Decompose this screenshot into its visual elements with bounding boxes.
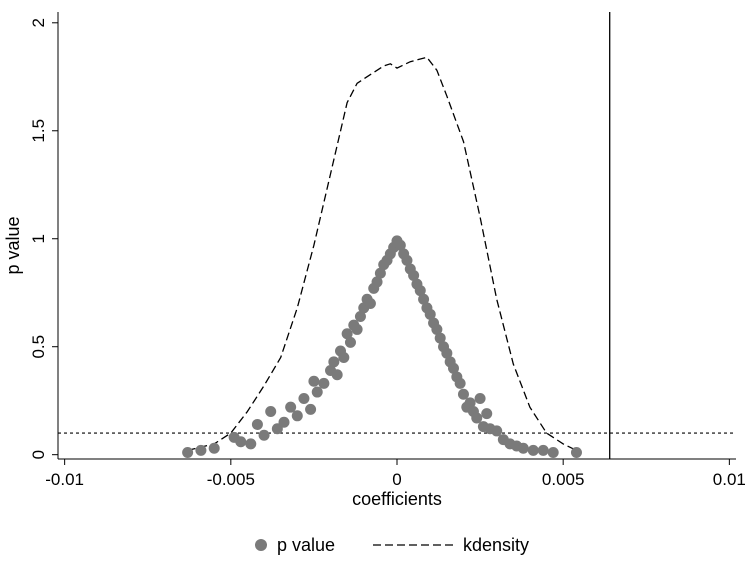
scatter-point [570,447,582,459]
scatter-point [457,388,469,400]
scatter-point [308,375,320,387]
legend-label-kdensity: kdensity [463,535,529,555]
scatter-point [431,323,443,335]
scatter-point [491,425,503,437]
x-tick-label: 0.005 [542,470,585,489]
legend-marker-p-value [255,539,267,551]
scatter-point [265,405,277,417]
scatter-point [328,356,340,368]
scatter-point [527,444,539,456]
scatter-point [291,410,303,422]
scatter-point [311,386,323,398]
scatter-point [251,418,263,430]
legend: p value kdensity [255,535,529,555]
kdensity-line [187,56,577,452]
scatter-point [208,442,220,454]
scatter-point [454,377,466,389]
scatter-point [298,393,310,405]
x-tick-label: 0 [392,470,401,489]
scatter-point [474,393,486,405]
scatter-point [341,328,353,340]
scatter-point [434,332,446,344]
scatter-point [537,444,549,456]
scatter-point [401,254,413,266]
scatter-point [305,403,317,415]
scatter-point [394,239,406,251]
y-tick-label: 0.5 [29,335,48,359]
scatter-point [441,347,453,359]
scatter-point [517,442,529,454]
legend-label-p-value: p value [277,535,335,555]
scatter-point [195,444,207,456]
scatter-point [258,429,270,441]
y-tick-label: 1 [29,234,48,243]
y-axis-title: p value [3,216,23,274]
scatter-point [354,310,366,322]
x-axis-title: coefficients [352,489,442,509]
y-tick-label: 2 [29,18,48,27]
scatter-point [414,285,426,297]
scatter-point [331,369,343,381]
scatter-point [285,401,297,413]
scatter-point [481,408,493,420]
scatter-point [338,352,350,364]
scatter-point [448,362,459,374]
scatter-point [182,447,194,459]
scatter-point [351,323,363,335]
scatter-point [408,269,420,281]
y-tick-label: 0 [29,450,48,459]
scatter-point [245,438,257,450]
plot-area [58,12,736,459]
x-tick-label: -0.01 [45,470,84,489]
scatter-point [418,293,430,305]
scatter-point [344,336,356,348]
x-tick-label: 0.01 [713,470,746,489]
y-tick-label: 1.5 [29,119,48,143]
scatter-point [364,298,376,310]
scatter-point [374,267,386,279]
scatter-point [235,436,247,448]
scatter-point [371,276,383,288]
x-tick-label: -0.005 [207,470,255,489]
scatter-point [464,397,476,409]
scatter-point [424,308,436,320]
scatter-point [471,412,483,424]
scatter-point [318,377,330,389]
scatter-point [547,447,559,459]
scatter-point [278,416,290,428]
axes: 0 0.5 1 1.5 2 -0.01 -0.005 0 0.005 0.01 [29,12,746,489]
